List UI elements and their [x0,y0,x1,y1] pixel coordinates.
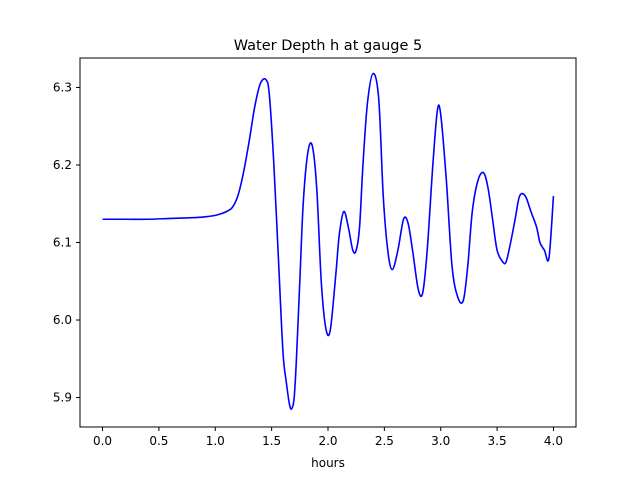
plot-area-frame [79,57,577,428]
y-tick-label: 6.1 [53,236,72,250]
x-axis-label: hours [311,456,345,470]
series-line-0 [102,72,555,410]
x-tick-label: 0.0 [93,434,112,448]
y-tick-label: 6.0 [53,313,72,327]
x-tick-label: 2.5 [375,434,394,448]
x-tick-label: 3.0 [431,434,450,448]
x-tick-label: 0.5 [149,434,168,448]
x-tick-label: 1.0 [206,434,225,448]
x-tick-label: 1.5 [262,434,281,448]
y-tick-label: 5.9 [53,391,72,405]
y-tick-label: 6.2 [53,158,72,172]
x-tick-label: 2.0 [318,434,337,448]
x-tick-label: 4.0 [544,434,563,448]
y-tick-label: 6.3 [53,80,72,94]
chart-title: Water Depth h at gauge 5 [234,38,422,54]
x-tick-label: 3.5 [488,434,507,448]
